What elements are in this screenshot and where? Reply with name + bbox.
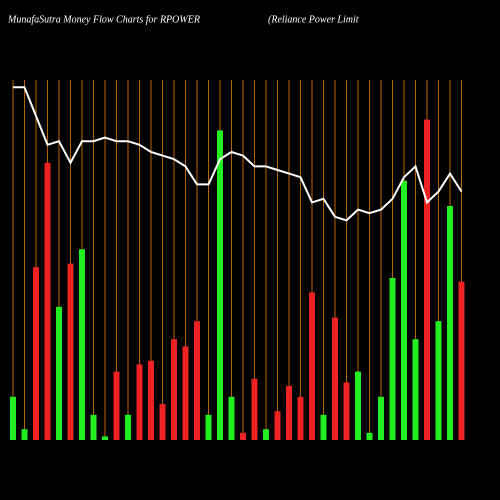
bar [182,346,189,440]
bar [309,292,315,440]
bar [113,371,120,440]
bar [33,267,39,440]
bar [263,429,269,440]
bar [286,386,292,440]
bar [297,396,304,440]
bar [378,396,384,440]
bar [10,396,16,440]
bar [274,411,281,440]
bar [217,130,223,440]
bar [125,414,131,440]
bar [194,321,200,440]
bar [90,414,97,440]
bar [447,206,453,440]
bar [240,432,246,440]
bar [136,364,143,440]
bar [458,281,465,440]
bar [171,339,177,440]
bar [424,119,430,440]
bar [320,414,327,440]
money-flow-line [13,86,463,222]
bar [435,321,442,440]
bar [79,249,85,440]
bar [366,432,373,440]
chart-subtitle: (Reliance Power Limit [268,14,359,25]
bar [251,378,258,440]
bar [355,371,361,440]
bar [159,404,166,440]
bar [332,317,338,440]
bar [67,263,74,440]
bar [228,396,235,440]
bar [56,306,62,440]
bar [148,360,154,440]
chart-title: MunafaSutra Money Flow Charts for RPOWER [7,14,200,25]
bar [389,278,396,440]
bar [21,429,28,440]
bar [102,436,108,440]
bar [205,414,212,440]
bar [343,382,350,440]
bar [401,180,407,441]
bar [44,162,51,441]
bar [412,339,419,440]
